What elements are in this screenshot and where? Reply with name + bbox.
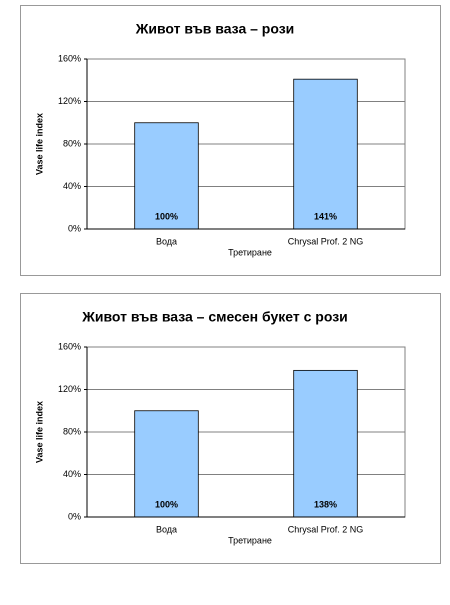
- y-tick-label: 160%: [58, 53, 81, 63]
- value-label: 100%: [155, 499, 178, 509]
- bar: [293, 78, 358, 230]
- y-tick-label: 80%: [63, 426, 81, 436]
- chart-title: Живот във ваза – смесен букет с рози: [81, 309, 348, 325]
- y-tick-label: 0%: [68, 223, 81, 233]
- y-tick-label: 0%: [68, 511, 81, 521]
- value-label: 100%: [155, 211, 178, 221]
- bar: [134, 410, 199, 518]
- y-axis-label: Vase life index: [34, 113, 44, 175]
- chart-panel: Живот във ваза – рози 0% 40% 80% 120% 160% 100…: [20, 5, 441, 276]
- y-tick-label: 160%: [58, 341, 81, 351]
- y-tick-label: 40%: [63, 181, 81, 191]
- x-tick-label: Chrysal Prof. 2 NG: [288, 524, 364, 534]
- bar: [293, 369, 358, 518]
- x-tick-label: Вода: [156, 524, 177, 534]
- y-tick-label: 40%: [63, 469, 81, 479]
- x-axis-label: Третиране: [228, 247, 272, 257]
- chart-title: Живот във ваза – рози: [135, 21, 295, 37]
- y-tick-label: 120%: [58, 384, 81, 394]
- chart-panel: Живот във ваза – смесен букет с рози 0% 40…: [20, 293, 441, 564]
- y-tick-label: 80%: [63, 138, 81, 148]
- y-axis-label: Vase life index: [34, 401, 44, 463]
- x-tick-label: Chrysal Prof. 2 NG: [288, 236, 364, 246]
- x-axis-label: Третиране: [228, 535, 272, 545]
- value-label: 141%: [314, 211, 337, 221]
- value-label: 138%: [314, 499, 337, 509]
- y-tick-label: 120%: [58, 96, 81, 106]
- x-tick-label: Вода: [156, 236, 177, 246]
